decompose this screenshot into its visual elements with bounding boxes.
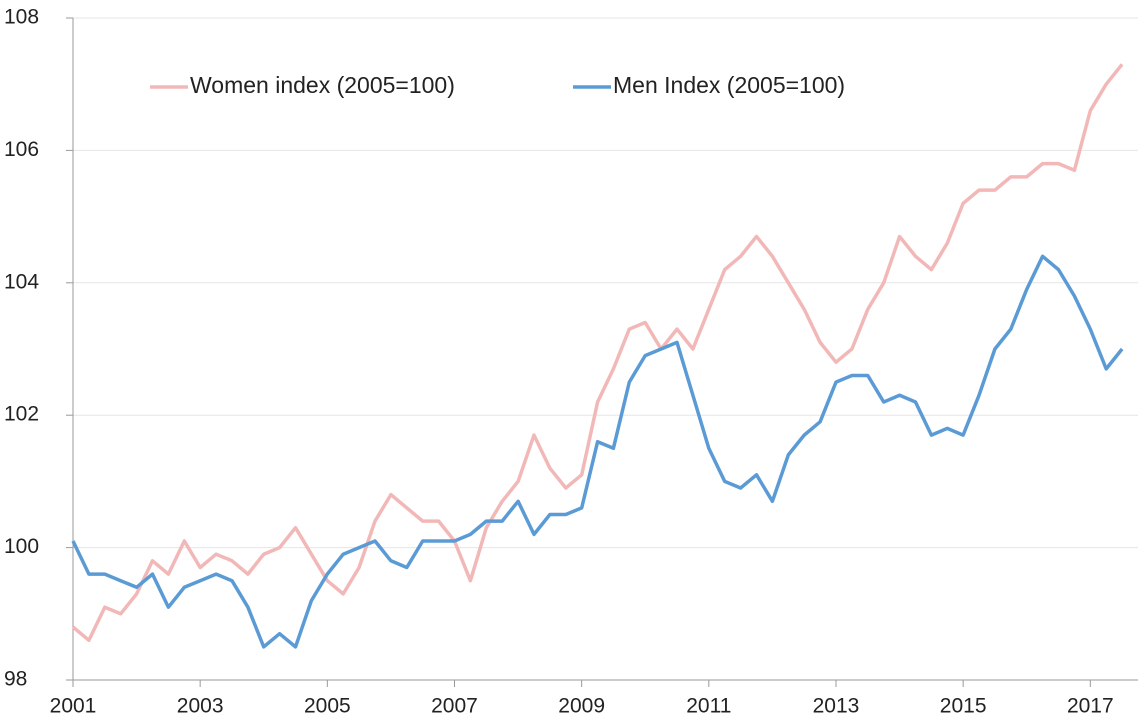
legend-label: Women index (2005=100) (190, 72, 455, 98)
x-tick-label: 2017 (1067, 695, 1114, 718)
x-tick-label: 2009 (558, 695, 605, 718)
y-tick-label: 98 (4, 668, 27, 691)
x-tick-label: 2005 (304, 695, 351, 718)
x-tick-label: 2011 (686, 695, 731, 718)
x-tick-label: 2013 (813, 695, 860, 718)
series-line (71, 63, 1124, 643)
x-tick-label: 2007 (431, 695, 478, 718)
y-tick-label: 106 (4, 138, 39, 161)
x-tick-label: 2003 (177, 695, 224, 718)
y-tick-label: 104 (4, 270, 39, 293)
y-tick-label: 108 (4, 6, 39, 29)
x-tick-label: 2015 (940, 695, 987, 718)
y-tick-label: 100 (4, 535, 39, 558)
y-tick-label: 102 (4, 403, 39, 426)
series-line (71, 254, 1124, 649)
x-tick-label: 2001 (50, 695, 97, 718)
legend-label: Men Index (2005=100) (613, 72, 845, 98)
